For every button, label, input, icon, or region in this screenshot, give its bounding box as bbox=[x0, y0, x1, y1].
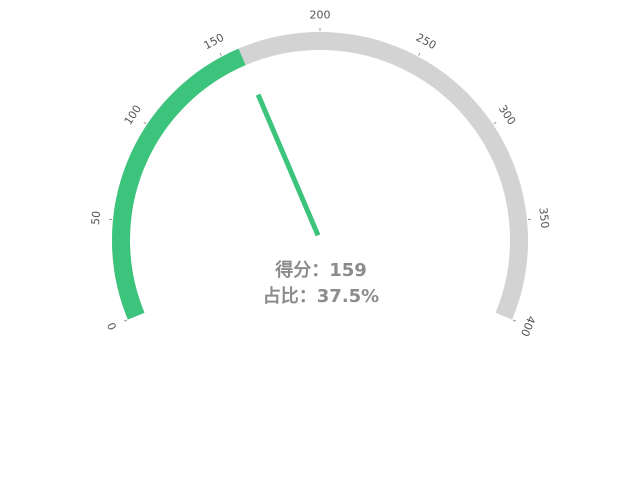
gauge-tick-mark bbox=[123, 319, 128, 322]
gauge-tick-label: 100 bbox=[122, 103, 144, 128]
gauge-tick-mark bbox=[418, 52, 421, 56]
gauge-tick-mark bbox=[512, 319, 517, 322]
score-label: 得分：159 bbox=[274, 259, 367, 281]
ratio-label: 占比：37.5% bbox=[263, 285, 379, 307]
gauge-tick-label: 150 bbox=[202, 31, 227, 52]
gauge-tick-label: 300 bbox=[496, 103, 518, 128]
gauge-pointer bbox=[255, 93, 321, 237]
gauge-tick-label: 200 bbox=[310, 9, 331, 22]
gauge-progress-arc bbox=[112, 48, 246, 320]
gauge-tick-mark bbox=[143, 121, 147, 125]
gauge-tick-mark bbox=[493, 121, 497, 125]
gauge-tick-label: 350 bbox=[536, 207, 551, 229]
gauge-tick-mark bbox=[219, 52, 222, 56]
gauge-tick-label: 0 bbox=[105, 320, 120, 331]
gauge-tick-label: 250 bbox=[414, 31, 439, 52]
gauge-tick-label: 50 bbox=[89, 210, 103, 225]
gauge-tick-label: 400 bbox=[518, 314, 538, 338]
